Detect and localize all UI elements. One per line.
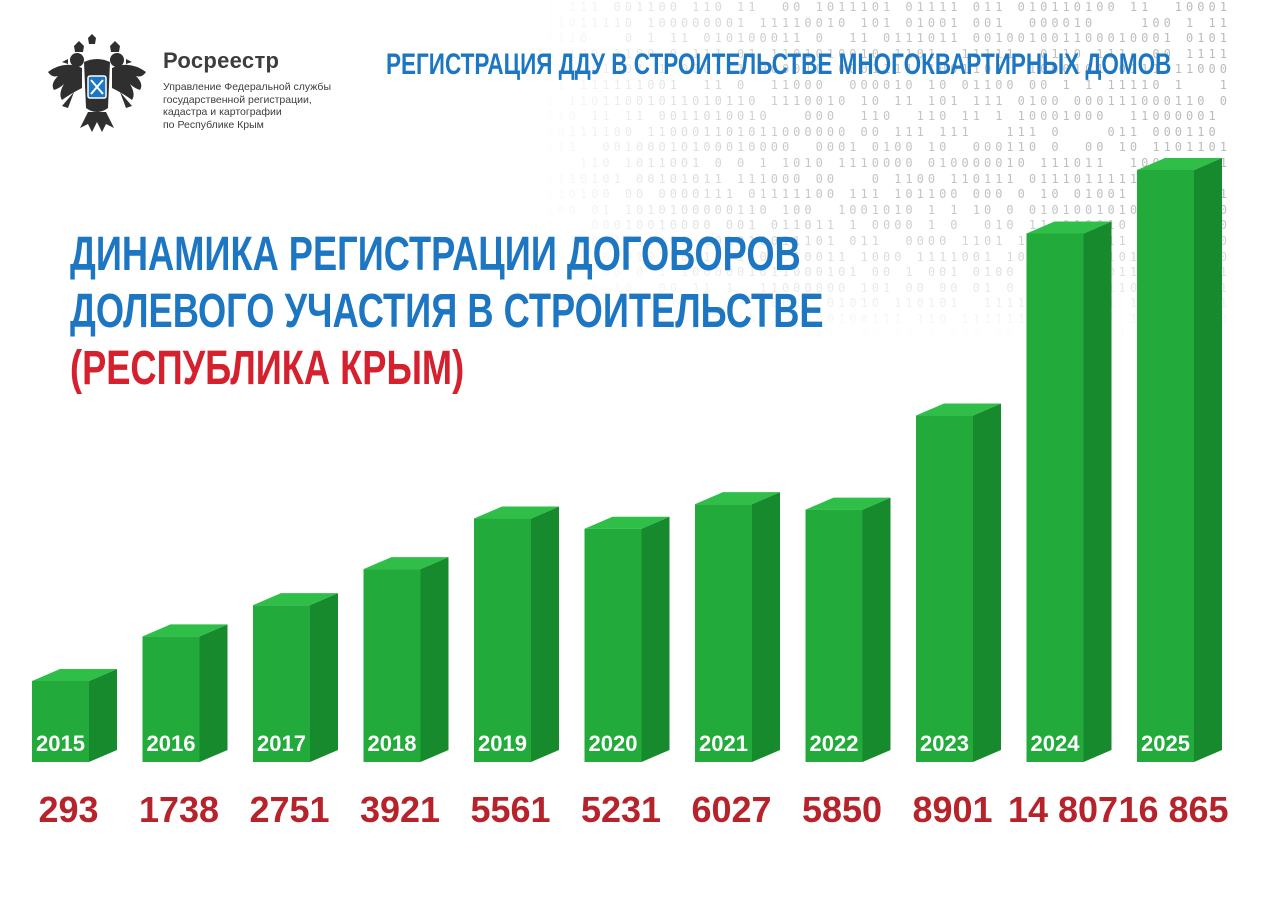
bar-year-label: 2015 [36, 731, 85, 756]
logo-name: Росреестр [163, 48, 280, 73]
bar-value-label: 14 807 [1008, 789, 1118, 830]
bar [916, 415, 973, 762]
double-headed-eagle-emblem-icon [48, 34, 146, 132]
bar [805, 509, 863, 762]
chart-title-line-3: (РЕСПУБЛИКА КРЫМ) [70, 342, 465, 395]
chart-title-line-1: ДИНАМИКА РЕГИСТРАЦИИ ДОГОВОРОВ [70, 228, 801, 281]
bar [1026, 233, 1084, 763]
bar-top [32, 668, 117, 681]
bar-side [752, 492, 780, 762]
logo-description-line: по Республике Крым [163, 118, 264, 131]
bar-value-label: 6027 [691, 789, 771, 830]
bar-top [695, 492, 780, 505]
bar-year-label: 2019 [478, 731, 527, 756]
bar [1137, 170, 1194, 762]
bar-side [420, 557, 449, 762]
logo-description-line: кадастра и картографии [163, 106, 282, 118]
bar-side [1083, 221, 1112, 763]
bar-value-label: 2751 [249, 789, 329, 830]
bar-side [641, 516, 670, 762]
bar-top [142, 624, 228, 637]
bar-top [1137, 158, 1222, 170]
bar-year-label: 2024 [1031, 731, 1081, 756]
bar-top [474, 506, 559, 519]
bar [253, 605, 310, 762]
bar-side [199, 624, 228, 762]
bar-top [253, 593, 338, 606]
bar-side [89, 668, 117, 762]
rosreestr-logo: Росреестр Управление Федеральной службы … [40, 30, 360, 150]
bar-year-label: 2022 [810, 731, 859, 756]
bar [474, 518, 531, 762]
bar [695, 504, 752, 762]
bar-top [1026, 221, 1112, 234]
bar [363, 569, 421, 762]
bar-side [531, 506, 559, 762]
bar-value-label: 8901 [912, 789, 992, 830]
bar-year-label: 2025 [1141, 731, 1190, 756]
logo-description-line: государственной регистрации, [163, 93, 312, 106]
bar-value-label: 3921 [360, 789, 440, 830]
bar-year-label: 2016 [147, 731, 196, 756]
chart-title-line-2: ДОЛЕВОГО УЧАСТИЯ В СТРОИТЕЛЬСТВЕ [70, 285, 824, 338]
bar-year-label: 2021 [699, 731, 748, 756]
bar-side [862, 497, 891, 762]
bar-top [363, 557, 449, 570]
chart-title: ДИНАМИКА РЕГИСТРАЦИИ ДОГОВОРОВ ДОЛЕВОГО … [70, 226, 824, 397]
bar-year-label: 2017 [257, 731, 306, 756]
bar [584, 528, 642, 762]
bar-year-label: 2018 [368, 731, 417, 756]
bar-side [310, 593, 338, 762]
top-title: РЕГИСТРАЦИЯ ДДУ В СТРОИТЕЛЬСТВЕ МНОГОКВА… [386, 48, 1172, 81]
bar-year-label: 2023 [920, 731, 969, 756]
bar-side [1194, 158, 1222, 762]
bar-value-label: 1738 [139, 789, 219, 830]
bar-value-label: 5850 [802, 789, 882, 830]
bar-top [805, 497, 891, 510]
bar-year-label: 2020 [589, 731, 638, 756]
bar-value-label: 293 [38, 789, 98, 830]
bar-value-label: 16 865 [1118, 789, 1228, 830]
bar-top [916, 403, 1001, 416]
bar-side [973, 403, 1001, 762]
bar-top [584, 516, 670, 529]
bar [32, 680, 89, 762]
bar-value-label: 5231 [581, 789, 661, 830]
bar-value-label: 5561 [470, 789, 550, 830]
logo-description: Управление Федеральной службы государств… [163, 81, 363, 131]
bar [142, 636, 200, 762]
logo-description-line: Управление Федеральной службы [163, 81, 331, 93]
